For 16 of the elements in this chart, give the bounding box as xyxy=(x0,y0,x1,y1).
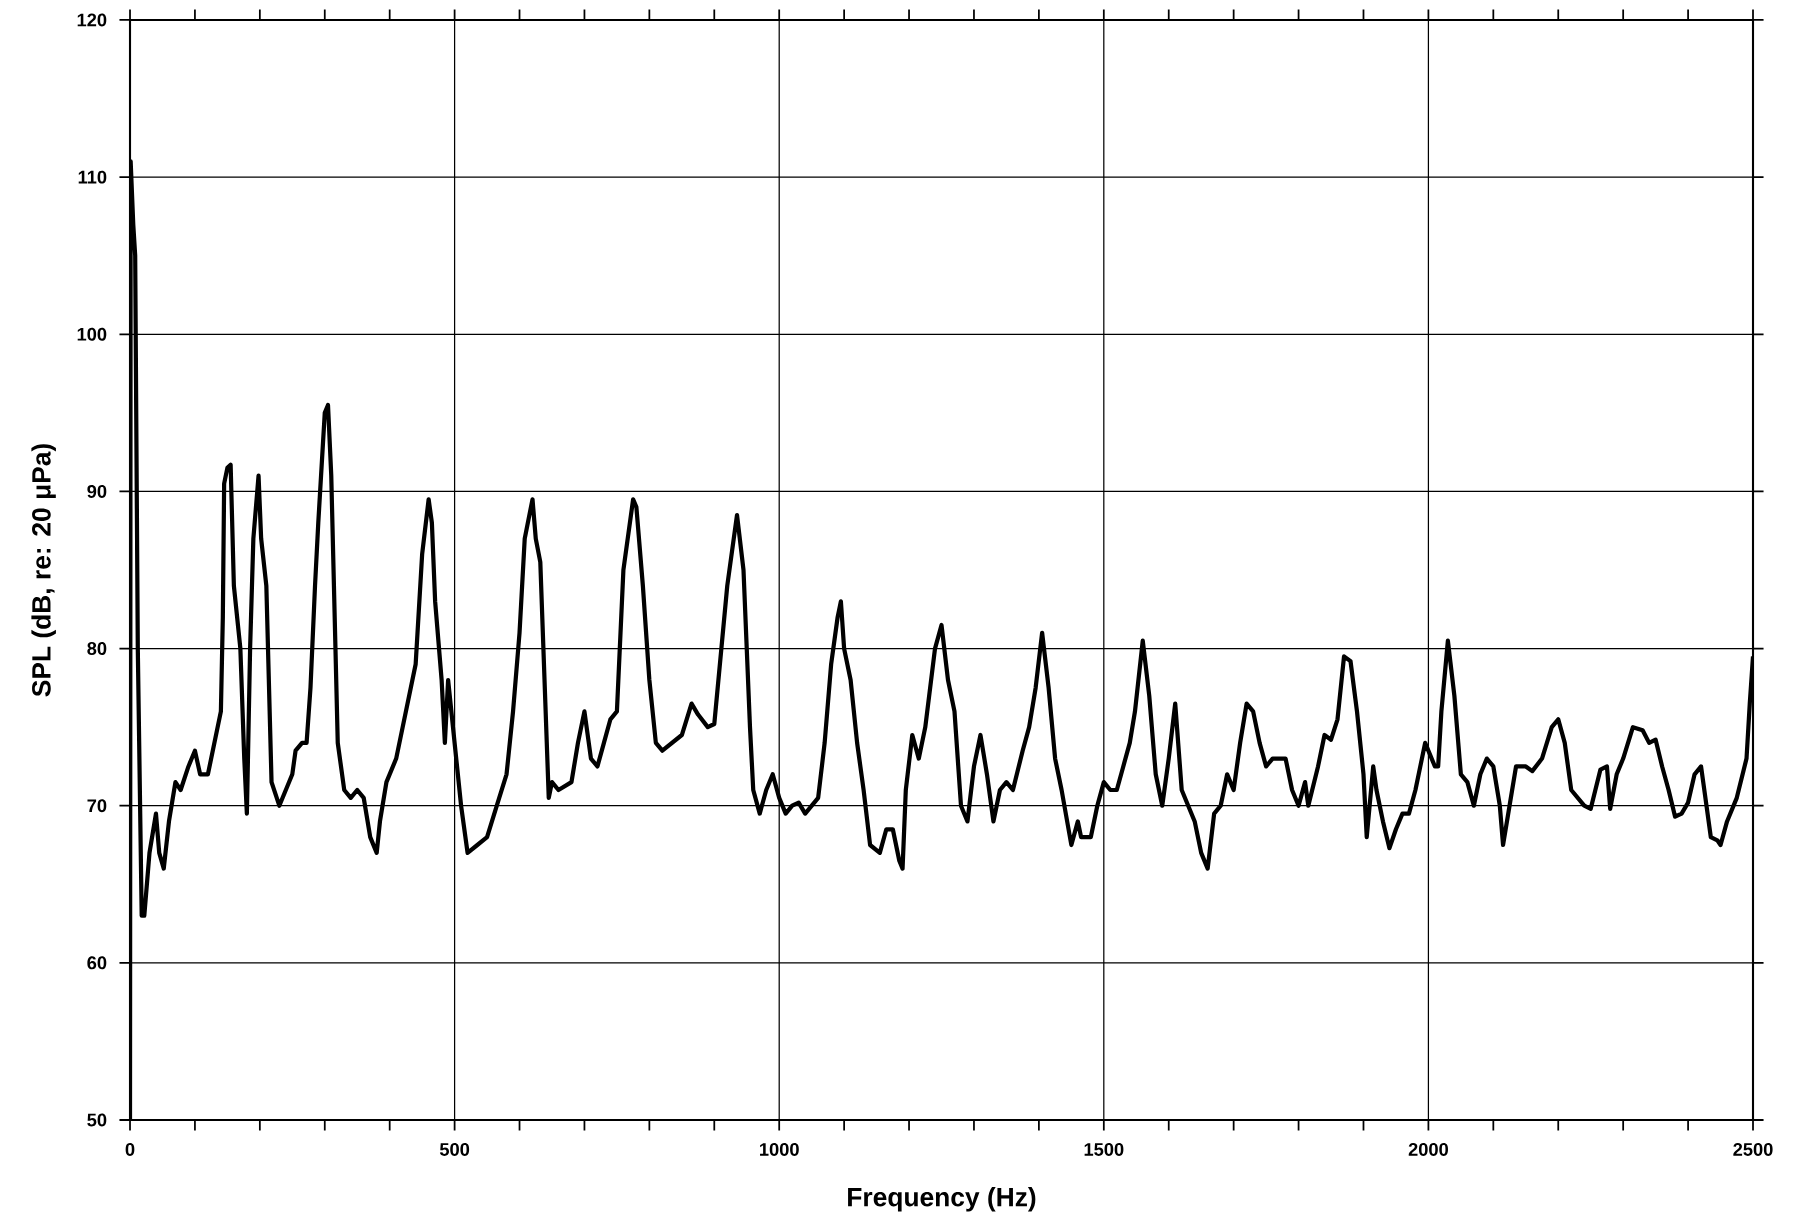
y-tick-label: 90 xyxy=(87,484,107,498)
y-tick-label: 50 xyxy=(87,1113,107,1127)
x-tick-label: 0 xyxy=(125,1142,135,1156)
y-tick-label: 80 xyxy=(87,642,107,656)
y-tick-label: 70 xyxy=(87,799,107,813)
y-tick-label: 110 xyxy=(78,170,107,184)
y-tick-label: 100 xyxy=(77,327,107,341)
x-tick-label: 1500 xyxy=(1084,1142,1124,1156)
x-axis-title: Frequency (Hz) xyxy=(848,1187,1036,1212)
y-tick-label: 60 xyxy=(87,956,107,970)
x-tick-label: 500 xyxy=(439,1142,470,1156)
x-tick-label: 2500 xyxy=(1733,1142,1773,1156)
x-tick-label: 1000 xyxy=(760,1142,799,1156)
y-axis-title: SPL (dB, re: 20 μPa) xyxy=(31,444,56,697)
y-tick-label: 120 xyxy=(77,13,107,27)
x-tick-label: 2000 xyxy=(1408,1142,1448,1156)
